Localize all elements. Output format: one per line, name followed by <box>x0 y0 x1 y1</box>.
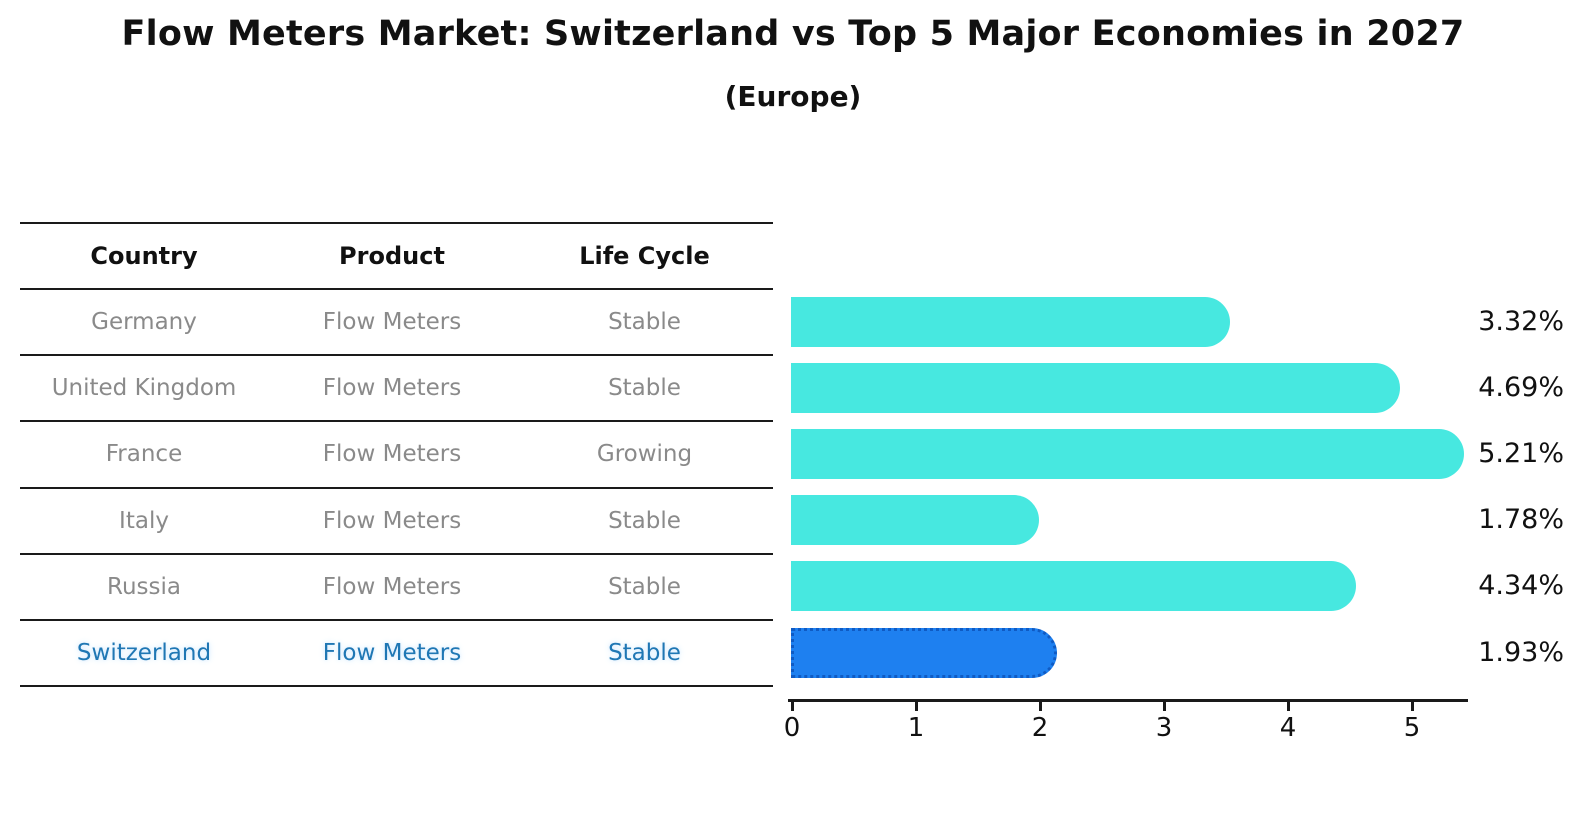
bar-germany <box>791 296 1230 347</box>
cell-country: Italy <box>119 507 169 534</box>
bar-switzerland <box>791 627 1058 678</box>
table-body: Germany Flow Meters Stable United Kingdom Fl… <box>20 290 773 688</box>
cell-lifecycle: Stable <box>608 573 681 600</box>
x-tick-mark-2 <box>1039 700 1042 711</box>
cell-country: United Kingdom <box>51 375 237 402</box>
x-tick-mark-0 <box>791 700 794 711</box>
cell-country: Switzerland <box>76 640 212 667</box>
cell-lifecycle: Growing <box>596 441 693 468</box>
table-row-united-kingdom: United Kingdom Flow Meters Stable <box>20 356 773 423</box>
value-label-france: 5.21% <box>1478 437 1564 469</box>
x-tick-label-1: 1 <box>907 713 925 743</box>
cell-product: Flow Meters <box>322 507 462 534</box>
x-tick-label-3: 3 <box>1155 713 1173 743</box>
cell-lifecycle: Stable <box>608 640 681 667</box>
table-row-italy: Italy Flow Meters Stable <box>20 489 773 555</box>
cell-country: Russia <box>107 573 181 600</box>
value-label-switzerland: 1.93% <box>1478 636 1564 668</box>
cell-product: Flow Meters <box>322 640 462 667</box>
cell-product: Flow Meters <box>322 573 462 600</box>
value-label-italy: 1.78% <box>1478 504 1564 536</box>
cell-country: France <box>105 441 183 468</box>
chart-title: Flow Meters Market: Switzerland vs Top 5… <box>121 14 1465 54</box>
value-label-russia: 4.34% <box>1478 570 1564 602</box>
table-row-switzerland: Switzerland Flow Meters Stable <box>20 621 773 688</box>
x-axis-line <box>788 699 1468 702</box>
x-tick-mark-4 <box>1287 700 1290 711</box>
cell-lifecycle: Stable <box>608 309 681 336</box>
cell-product: Flow Meters <box>322 441 462 468</box>
column-header-country: Country <box>90 242 198 270</box>
cell-lifecycle: Stable <box>608 507 681 534</box>
x-tick-label-0: 0 <box>783 713 801 743</box>
x-tick-label-4: 4 <box>1279 713 1297 743</box>
x-tick-label-2: 2 <box>1031 713 1049 743</box>
table-row-russia: Russia Flow Meters Stable <box>20 555 773 621</box>
bar-france <box>791 428 1465 479</box>
table-row-germany: Germany Flow Meters Stable <box>20 290 773 357</box>
column-header-lifecycle: Life Cycle <box>579 242 710 270</box>
cell-lifecycle: Stable <box>608 375 681 402</box>
bar-russia <box>791 561 1357 612</box>
cell-product: Flow Meters <box>322 309 462 336</box>
value-label-united-kingdom: 4.69% <box>1478 371 1564 403</box>
country-table: Country Product Life Cycle Germany Flow M… <box>20 222 773 688</box>
x-tick-label-5: 5 <box>1403 713 1421 743</box>
chart-subtitle: (Europe) <box>724 80 862 113</box>
x-tick-mark-1 <box>915 700 918 711</box>
value-label-germany: 3.32% <box>1478 305 1564 337</box>
bar-united-kingdom <box>791 362 1400 413</box>
table-header-row: Country Product Life Cycle <box>20 224 773 290</box>
cell-country: Germany <box>91 309 197 336</box>
x-tick-mark-3 <box>1163 700 1166 711</box>
table-row-france: France Flow Meters Growing <box>20 422 773 489</box>
x-tick-mark-5 <box>1411 700 1414 711</box>
bar-italy <box>791 495 1039 546</box>
cell-product: Flow Meters <box>322 375 462 402</box>
column-header-product: Product <box>339 242 445 270</box>
